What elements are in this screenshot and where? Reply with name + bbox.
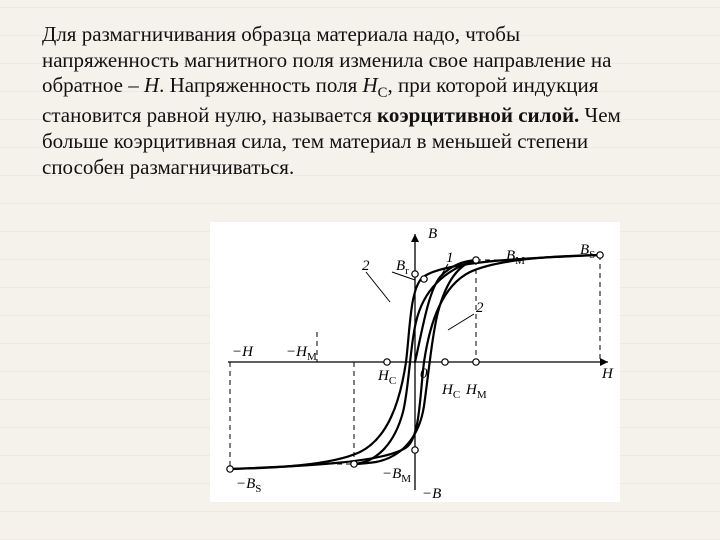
hysteresis-figure: B−BH−H0BrBМBS−BМ−BSHСHСHМ−HМ122 xyxy=(210,222,620,502)
svg-text:1: 1 xyxy=(446,250,454,266)
italic-H: H xyxy=(144,73,159,97)
svg-text:2: 2 xyxy=(362,258,370,274)
svg-text:2: 2 xyxy=(476,300,484,316)
italic-HC: HС xyxy=(362,73,387,97)
svg-text:−H: −H xyxy=(232,344,254,360)
svg-text:B: B xyxy=(428,226,437,242)
svg-text:H: H xyxy=(601,366,614,382)
svg-text:0: 0 xyxy=(420,366,428,382)
bold-coercive: коэрцитивной силой. xyxy=(377,103,579,127)
svg-text:−B: −B xyxy=(422,486,441,502)
body-paragraph: Для размагничивания образца материала на… xyxy=(42,22,652,180)
text-span: . Напряженность поля xyxy=(159,73,362,97)
